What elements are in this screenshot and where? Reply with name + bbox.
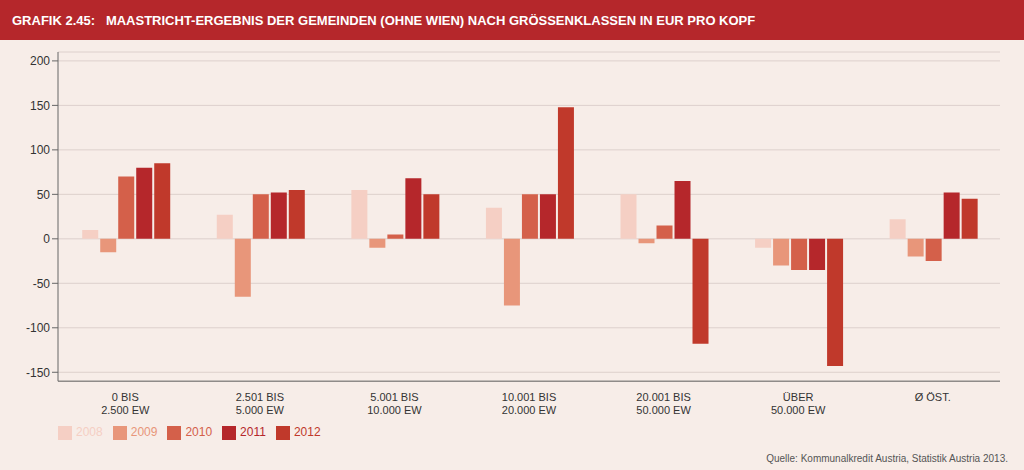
svg-text:ÜBER50.000 EW: ÜBER50.000 EW: [771, 391, 826, 416]
svg-text:-150: -150: [26, 366, 50, 380]
svg-text:10.001 BIS20.000 EW: 10.001 BIS20.000 EW: [502, 391, 557, 416]
html-text:GRAFIK 2.45: MAASTRICHT-ERGEBN: GRAFIK 2.45: MAASTRICHT-ERGEBNIS DER GEM…: [12, 12, 756, 28]
html-text:Quelle: Kommunalkredit Austria: Quelle: Kommunalkredit Austria, Statisti…: [766, 453, 1008, 464]
svg-text:20.001 BIS50.000 EW: 20.001 BIS50.000 EW: [636, 391, 691, 416]
svg-text:50: 50: [37, 188, 51, 202]
svg-text:200: 200: [30, 54, 50, 68]
html-text:2010: 2010: [185, 425, 213, 440]
svg-text:0: 0: [43, 232, 50, 246]
svg-text:Ø ÖST.: Ø ÖST.: [915, 391, 951, 403]
html-text:2009: 2009: [130, 425, 158, 440]
svg-text:5.001 BIS10.000 EW: 5.001 BIS10.000 EW: [367, 391, 422, 416]
svg-text:2.501 BIS5.000 EW: 2.501 BIS5.000 EW: [236, 391, 285, 416]
html-text:2012: 2012: [293, 425, 321, 440]
svg-text:-50: -50: [33, 277, 51, 291]
svg-text:0 BIS2.500 EW: 0 BIS2.500 EW: [101, 391, 150, 416]
svg-text:100: 100: [30, 143, 50, 157]
svg-text:150: 150: [30, 99, 50, 113]
html-text:2011: 2011: [240, 425, 266, 440]
html-text:2008: 2008: [76, 425, 103, 440]
svg-text:-100: -100: [26, 321, 50, 335]
